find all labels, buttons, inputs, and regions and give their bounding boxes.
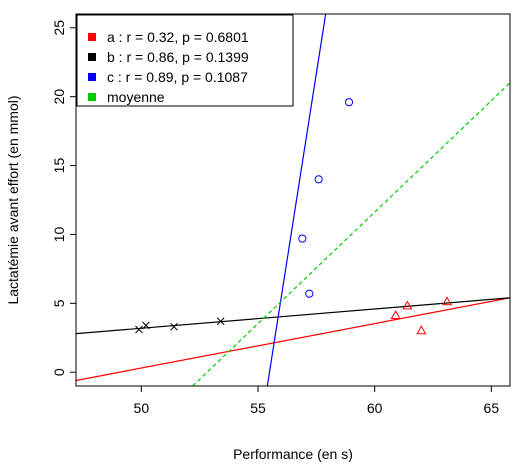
point-b: [216, 317, 225, 326]
fit-line-c: [266, 13, 327, 387]
y-tick-label: 10: [51, 226, 67, 242]
legend-swatch-moyenne: [88, 93, 96, 101]
legend-label-c: c : r = 0.89, p = 0.1087: [107, 69, 248, 85]
point-a: [402, 300, 413, 310]
axis-ticks: 50 55 60 65 0 5 10 15 20 25: [51, 20, 499, 416]
y-tick-label: 0: [51, 368, 67, 376]
point-b: [170, 322, 178, 331]
x-tick-label: 55: [250, 400, 266, 416]
legend: a : r = 0.32, p = 0.6801 b : r = 0.86, p …: [76, 14, 294, 107]
point-a: [390, 310, 401, 320]
point-b: [142, 321, 150, 330]
y-tick-label: 20: [51, 89, 67, 105]
legend-swatch-a: [88, 33, 96, 41]
x-axis-label: Performance (en s): [233, 446, 353, 462]
y-axis-label: Lactatémie avant effort (en mmol): [5, 95, 21, 304]
point-b: [135, 325, 143, 334]
point-a: [441, 296, 453, 306]
legend-label-b: b : r = 0.86, p = 0.1399: [107, 49, 249, 65]
y-tick-label: 5: [51, 299, 67, 307]
point-c: [314, 175, 323, 184]
fit-line-a: [75, 297, 511, 382]
legend-label-a: a : r = 0.32, p = 0.6801: [107, 29, 249, 45]
legend-box: [76, 14, 294, 107]
y-tick-label: 15: [51, 158, 67, 174]
plot-frame: [75, 13, 511, 387]
legend-swatch-b: [88, 53, 96, 61]
point-a: [416, 325, 427, 335]
fit-line-moyenne: [192, 82, 511, 387]
x-tick-label: 65: [484, 400, 500, 416]
data-points: [135, 98, 453, 335]
point-c: [344, 98, 354, 107]
y-tick-label: 25: [51, 20, 67, 36]
x-tick-label: 50: [134, 400, 150, 416]
point-c: [298, 234, 307, 243]
point-c: [305, 289, 314, 298]
legend-label-moyenne: moyenne: [107, 89, 165, 105]
x-tick-label: 60: [367, 400, 383, 416]
legend-swatch-c: [88, 73, 96, 81]
